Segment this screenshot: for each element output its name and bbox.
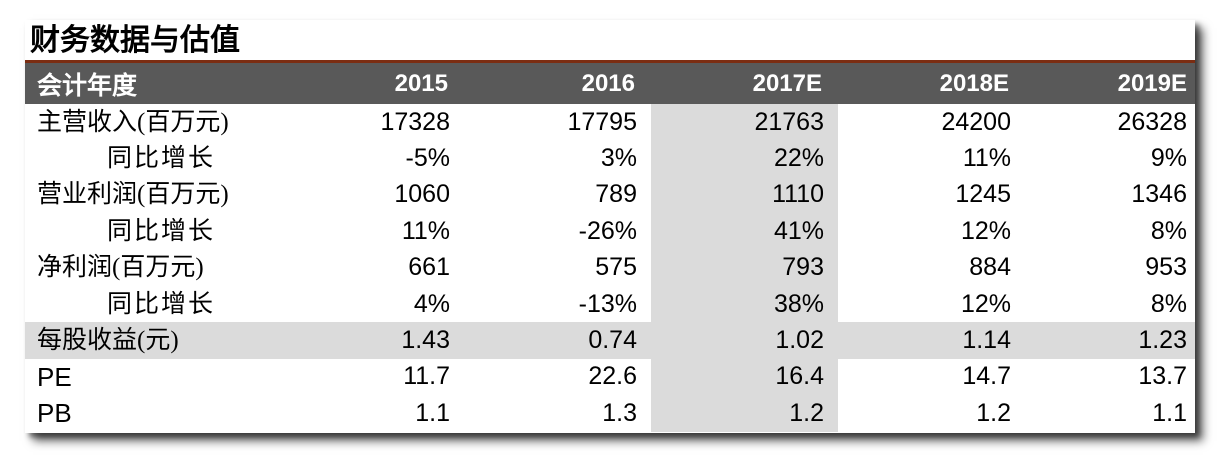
table-header: 会计年度 2015 2016 2017E 2018E 2019E [25, 63, 1195, 104]
cell-value: 575 [595, 253, 637, 282]
table-row: 同比增长 11% -26% 41% 12% 8% [25, 213, 1195, 250]
row-label: 每股收益(元) [25, 322, 277, 359]
cell-value: 21763 [651, 104, 838, 141]
table-body: 主营收入(百万元) 17328 17795 21763 24200 26328 同比增长 -5… [25, 104, 1195, 432]
cell-value: 1245 [955, 180, 1011, 209]
cell-value: 17328 [380, 107, 450, 136]
cell-value: 884 [969, 253, 1011, 282]
table-row: PB 1.1 1.3 1.2 1.2 1.1 [25, 395, 1195, 432]
header-year-2016: 2016 [581, 69, 635, 97]
row-label: 同比增长 [106, 145, 215, 173]
cell-value: 16.4 [651, 358, 838, 396]
row-label: 同比增长 [106, 217, 215, 245]
header-year-2017e: 2017E [752, 69, 822, 97]
table-row: 同比增长 4% -13% 38% 12% 8% [25, 285, 1195, 323]
table-row: PE 11.7 22.6 16.4 14.7 13.7 [25, 358, 1195, 396]
table-row: 同比增长 -5% 3% 22% 11% 9% [25, 140, 1195, 177]
cell-value: -5% [405, 144, 450, 173]
table-header-row: 会计年度 2015 2016 2017E 2018E 2019E [25, 63, 1195, 104]
header-year-2019e: 2019E [1117, 69, 1187, 97]
page-title: 财务数据与估值 [30, 24, 240, 57]
header-year-2015: 2015 [394, 69, 448, 97]
cell-value: 1.14 [838, 322, 1025, 359]
cell-value: 1.02 [651, 322, 838, 359]
cell-value: 789 [595, 180, 637, 209]
table-row: 营业利润(百万元) 1060 789 1110 1245 1346 [25, 176, 1195, 214]
header-year-2018e: 2018E [939, 69, 1009, 97]
row-label: PB [37, 398, 72, 429]
cell-value: 22% [651, 140, 838, 177]
table-row: 净利润(百万元) 661 575 793 884 953 [25, 249, 1195, 286]
row-label: 主营收入(百万元) [37, 108, 229, 136]
cell-value: 953 [1145, 253, 1187, 282]
cell-value: 12% [960, 216, 1011, 245]
cell-value: -26% [578, 216, 637, 245]
cell-value: 1.43 [277, 322, 464, 359]
cell-value: 661 [408, 253, 450, 282]
cell-value: 14.7 [962, 362, 1011, 391]
cell-value: 12% [960, 289, 1011, 318]
cell-value: 11% [962, 144, 1011, 173]
cell-value: 38% [651, 285, 838, 323]
row-label: PE [37, 361, 72, 392]
cell-value: 13.7 [1138, 362, 1187, 391]
cell-value: 26328 [1117, 107, 1187, 136]
cell-value: 8% [1150, 289, 1187, 318]
financial-table: 会计年度 2015 2016 2017E 2018E 2019E 主营收入(百万… [25, 63, 1195, 432]
cell-value: 1110 [651, 176, 838, 214]
cell-value: 9% [1150, 144, 1187, 173]
cell-value: 1.3 [602, 398, 637, 427]
cell-value: 24200 [941, 107, 1011, 136]
cell-value: 17795 [567, 107, 637, 136]
cell-value: 1346 [1131, 180, 1187, 209]
cell-value: 4% [413, 289, 450, 318]
row-label: 净利润(百万元) [37, 254, 204, 282]
table-row: 每股收益(元) 1.43 0.74 1.02 1.14 1.23 [25, 322, 1195, 359]
table-row: 主营收入(百万元) 17328 17795 21763 24200 26328 [25, 104, 1195, 141]
header-fiscal-year-label: 会计年度 [37, 72, 138, 100]
cell-value: -13% [578, 289, 637, 318]
cell-value: 0.74 [464, 322, 651, 359]
cell-value: 22.6 [588, 362, 637, 391]
cell-value: 793 [651, 249, 838, 286]
cell-value: 3% [600, 144, 637, 173]
cell-value: 11.7 [403, 362, 450, 391]
cell-value: 1.1 [415, 398, 450, 427]
cell-value: 11% [401, 216, 450, 245]
cell-value: 1060 [394, 180, 450, 209]
cell-value: 1.23 [1025, 322, 1195, 359]
cell-value: 1.2 [976, 398, 1011, 427]
row-label: 营业利润(百万元) [37, 181, 229, 209]
accent-rule [25, 60, 1195, 63]
cell-value: 1.1 [1152, 398, 1187, 427]
row-label: 同比增长 [106, 290, 215, 318]
financial-table-card: 财务数据与估值 会计年度 2015 2016 2017E 2018E 2019E… [25, 20, 1195, 433]
cell-value: 1.2 [651, 395, 838, 432]
cell-value: 8% [1150, 216, 1187, 245]
cell-value: 41% [651, 213, 838, 250]
